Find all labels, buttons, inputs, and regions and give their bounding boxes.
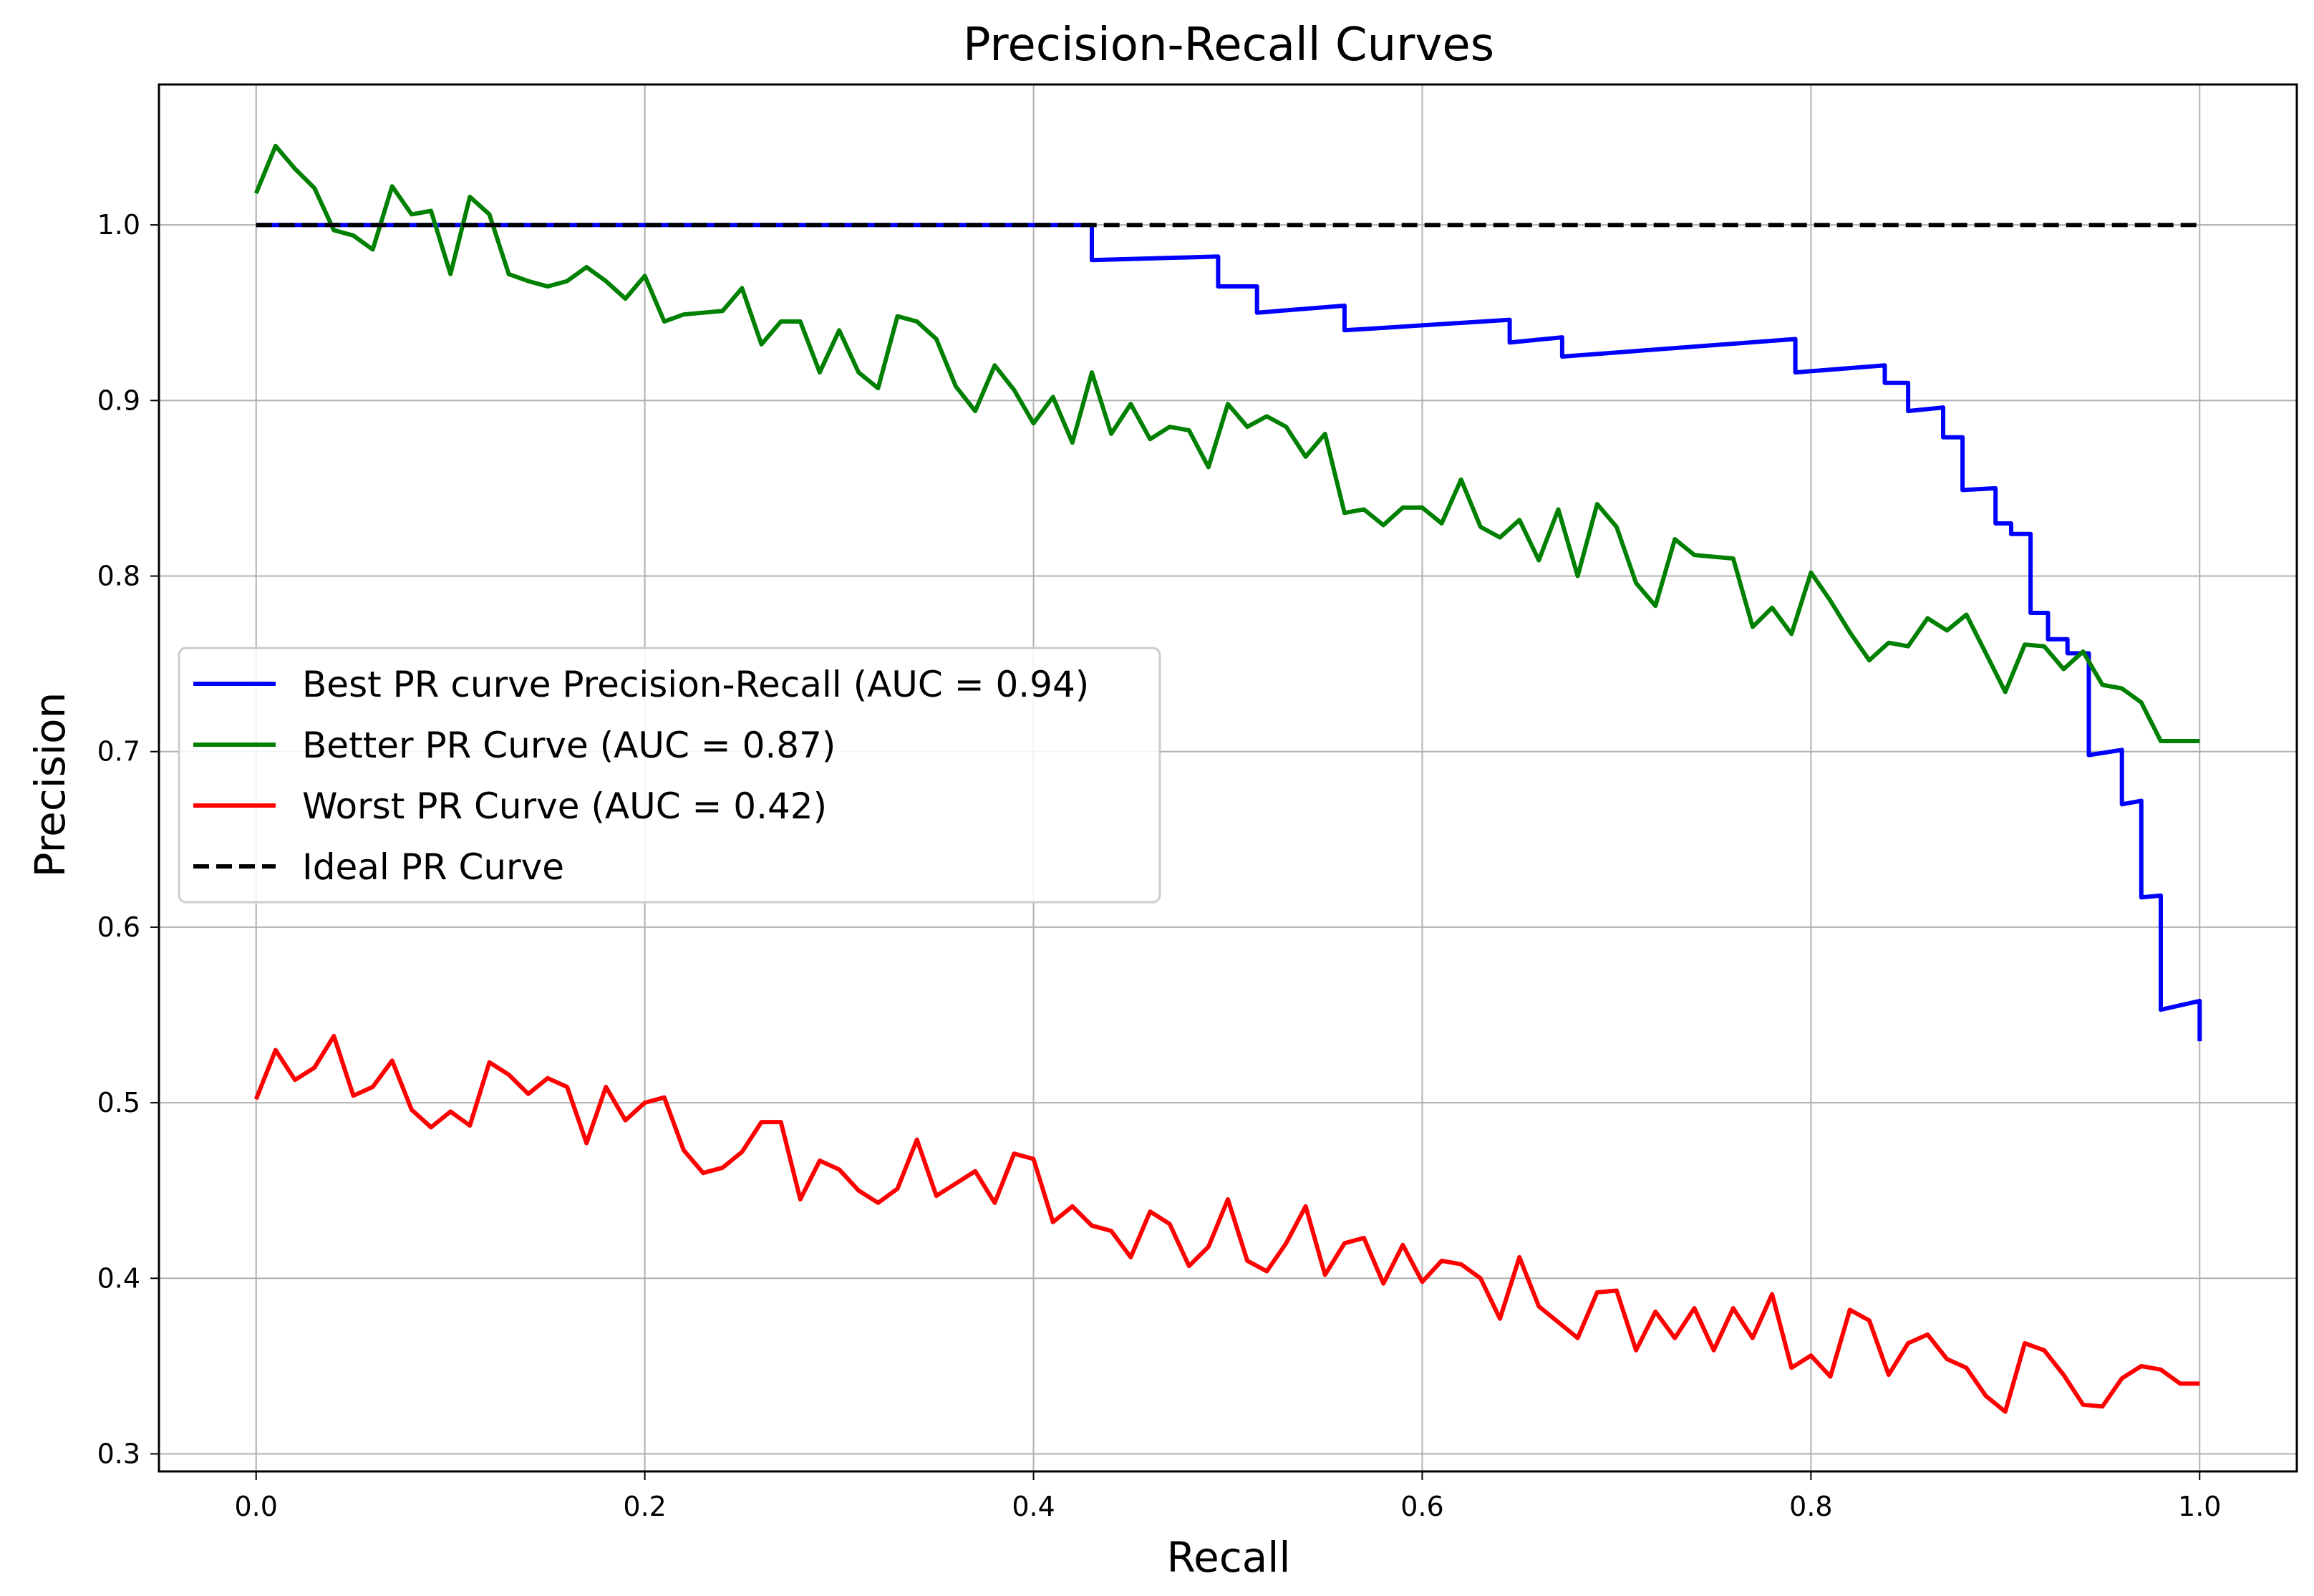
x-tick-label: 0.6 <box>1400 1491 1443 1522</box>
y-axis-label: Precision <box>26 692 74 878</box>
x-tick-label: 0.2 <box>623 1491 666 1522</box>
y-axis-ticks: 0.3 0.4 0.5 0.6 0.7 0.8 0.9 1.0 <box>97 209 159 1469</box>
worst-pr-curve-line <box>253 1033 2200 1414</box>
legend: Best PR curve Precision-Recall (AUC = 0.… <box>178 647 1161 904</box>
y-tick-label: 0.6 <box>97 911 140 943</box>
y-tick-label: 0.5 <box>97 1087 140 1118</box>
x-tick-label: 0.0 <box>235 1491 278 1522</box>
legend-label-ideal: Ideal PR Curve <box>302 846 564 888</box>
x-axis-ticks: 0.0 0.2 0.4 0.6 0.8 1.0 <box>235 1471 2221 1522</box>
best-pr-curve-line <box>256 223 2202 1042</box>
chart-title: Precision-Recall Curves <box>963 19 1494 72</box>
x-tick-label: 0.4 <box>1012 1491 1055 1522</box>
legend-label-best: Best PR curve Precision-Recall (AUC = 0.… <box>302 664 1089 705</box>
legend-label-better: Better PR Curve (AUC = 0.87) <box>302 725 836 766</box>
legend-box <box>178 647 1161 904</box>
y-tick-label: 0.8 <box>97 561 140 592</box>
plot-lines <box>253 143 2202 1414</box>
y-tick-label: 0.9 <box>97 385 140 416</box>
y-tick-label: 1.0 <box>97 209 140 241</box>
better-pr-curve-line <box>253 143 2200 743</box>
y-tick-label: 0.7 <box>97 736 140 768</box>
x-tick-label: 0.8 <box>1789 1491 1832 1522</box>
axes-frame <box>158 83 2298 1473</box>
y-tick-label: 0.3 <box>97 1438 140 1469</box>
x-axis-label: Recall <box>1166 1533 1290 1582</box>
x-tick-label: 1.0 <box>2178 1491 2221 1522</box>
y-tick-label: 0.4 <box>97 1262 140 1294</box>
legend-label-worst: Worst PR Curve (AUC = 0.42) <box>302 785 827 827</box>
